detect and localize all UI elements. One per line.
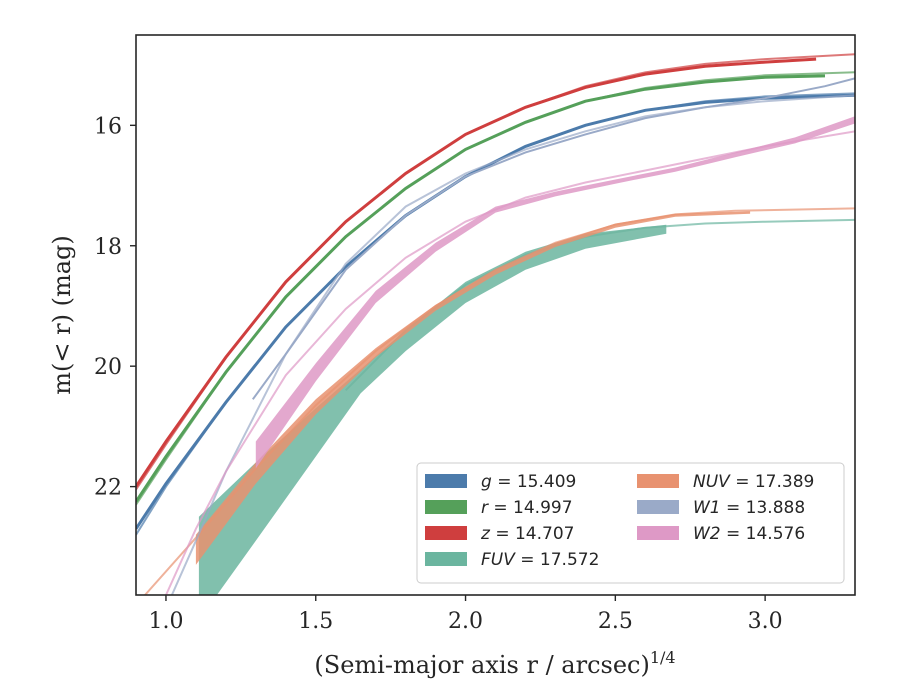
x-tick-label: 2.0 (448, 609, 483, 634)
series-layer (136, 53, 855, 595)
y-tick-label: 20 (94, 355, 122, 380)
legend-label: W2 = 14.576 (693, 524, 805, 544)
legend-box (416, 462, 845, 584)
legend-swatch (637, 474, 679, 488)
legend-label: NUV = 17.389 (693, 472, 814, 492)
y-tick-label: 22 (94, 476, 122, 501)
legend-label: z = 14.707 (480, 524, 574, 544)
legend-item-r: r = 14.997 (425, 498, 573, 518)
legend-swatch (637, 500, 679, 514)
ticks-layer: 1.0 1.5 2.0 2.5 3.0 16 18 20 22 (94, 114, 783, 634)
x-tick-label: 3.0 (748, 609, 783, 634)
legend-item-z: z = 14.707 (425, 524, 574, 544)
legend-label: g = 15.409 (481, 472, 576, 492)
y-tick-label: 18 (94, 235, 122, 260)
legend-label: W1 = 13.888 (693, 498, 805, 518)
legend-label: FUV = 17.572 (481, 550, 599, 570)
legend-swatch (425, 526, 467, 540)
legend: g = 15.409 r = 14.997 z = 14.707 FUV = 17.5… (416, 462, 845, 584)
y-tick-label: 16 (94, 114, 122, 139)
plot-frame (135, 34, 856, 596)
series-nuv (144, 207, 855, 595)
legend-swatch (425, 552, 467, 566)
series-z (136, 53, 855, 491)
legend-swatch (425, 500, 467, 514)
profile-line-w1 (251, 77, 855, 400)
series-w2 (165, 116, 855, 595)
x-axis-label: (Semi-major axis r / arcsec)1/4 (314, 648, 675, 679)
fit-line-w2 (165, 130, 855, 595)
legend-item-w1: W1 = 13.888 (637, 498, 805, 518)
y-axis-label: m(< r) (mag) (48, 235, 76, 394)
legend-label: r = 14.997 (481, 498, 573, 518)
profile-line-z (136, 57, 817, 488)
legend-swatch (425, 474, 467, 488)
profile-line-r (136, 74, 826, 503)
legend-item-fuv: FUV = 17.572 (425, 550, 599, 570)
series-r (136, 71, 855, 506)
uncertainty-band-w2 (255, 116, 855, 469)
x-tick-label: 1.0 (148, 609, 183, 634)
legend-item-nuv: NUV = 17.389 (637, 472, 814, 492)
legend-swatch (637, 526, 679, 540)
legend-item-g: g = 15.409 (425, 472, 576, 492)
x-tick-label: 1.5 (298, 609, 333, 634)
legend-item-w2: W2 = 14.576 (637, 524, 805, 544)
x-tick-label: 2.5 (598, 609, 633, 634)
